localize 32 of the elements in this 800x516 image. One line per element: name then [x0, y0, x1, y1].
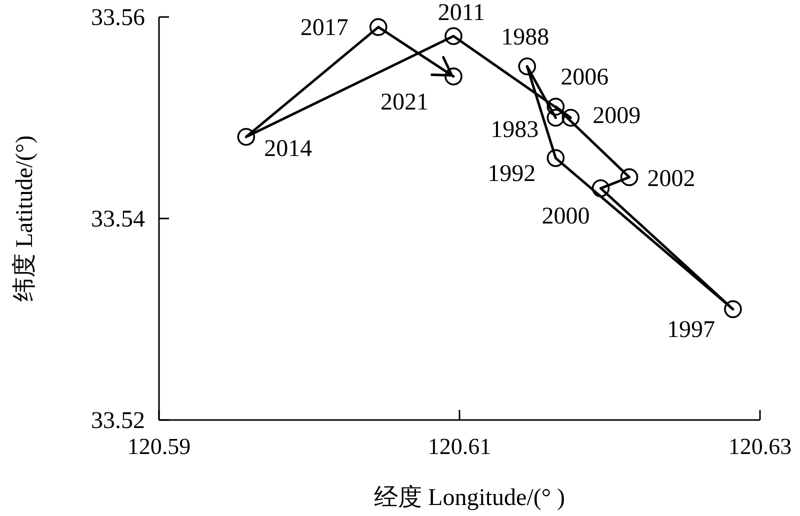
point	[592, 179, 610, 198]
annotation: 2011	[438, 0, 486, 26]
annotation: 2021	[380, 89, 428, 116]
y-tick-label: 33.54	[91, 206, 145, 232]
annotation: 1992	[488, 161, 536, 188]
point	[546, 149, 565, 167]
annotation: 2009	[592, 102, 641, 129]
y-axis-title: 纬度 Latitude/(°)	[11, 135, 38, 302]
point	[237, 128, 256, 146]
annotation: 2017	[300, 15, 348, 42]
point	[724, 300, 742, 318]
point	[444, 27, 462, 46]
annotation: 2014	[264, 136, 312, 162]
point	[444, 68, 462, 86]
point	[546, 98, 565, 116]
annotation: 2002	[647, 166, 696, 192]
annotation: 2006	[560, 64, 609, 91]
point	[369, 18, 388, 36]
x-tick-label: 120.59	[127, 434, 191, 459]
point	[620, 168, 638, 186]
y-tick-label: 33.56	[91, 5, 145, 31]
point	[562, 108, 580, 127]
point	[518, 57, 536, 76]
y-tick-label: 33.52	[91, 408, 145, 434]
annotation: 1988	[501, 24, 550, 50]
x-tick-label: 120.61	[428, 434, 492, 459]
x-tick-label: 120.63	[728, 434, 792, 459]
annotation: 1983	[490, 116, 539, 143]
x-axis-title: 经度 Longitude/(° )	[374, 484, 565, 511]
annotation: 1997	[666, 317, 715, 344]
annotation: 2000	[542, 203, 590, 230]
point	[546, 108, 565, 127]
